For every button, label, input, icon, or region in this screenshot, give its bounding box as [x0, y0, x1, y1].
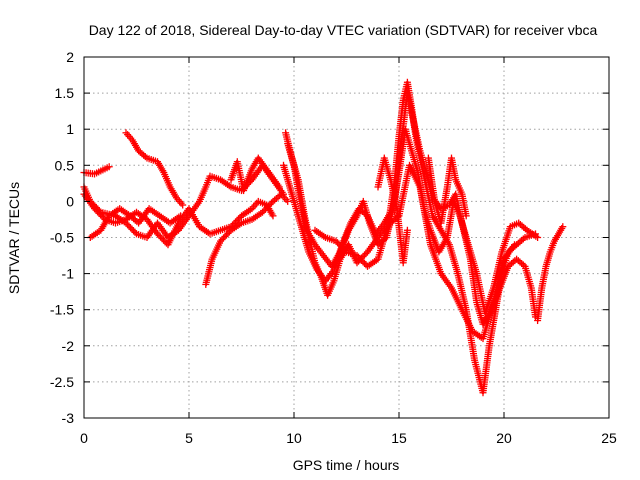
data-point — [157, 233, 164, 241]
data-point — [125, 222, 133, 230]
data-point — [356, 255, 364, 263]
data-point — [94, 208, 101, 216]
data-point — [353, 259, 361, 267]
data-point — [155, 231, 163, 239]
y-tick-label: 0 — [66, 193, 74, 209]
data-point — [130, 227, 137, 235]
y-tick-label: 1 — [66, 121, 74, 137]
y-tick-labels: 2 1.5 1 0.5 0 -0.5 -1 -1.5 -2 -2.5 -3 — [50, 49, 74, 426]
data-point — [353, 252, 361, 260]
data-point — [519, 235, 527, 243]
data-point — [275, 183, 283, 191]
y-tick-label: 0.5 — [55, 157, 75, 173]
data-point — [127, 224, 134, 232]
data-point — [341, 246, 349, 254]
data-point — [259, 208, 266, 216]
data-point — [233, 216, 241, 224]
data-point — [338, 243, 346, 251]
data-point — [265, 202, 272, 210]
data-point — [284, 197, 292, 205]
data-point — [128, 225, 136, 233]
axis-ticks — [83, 56, 610, 419]
y-axis-label: SDTVAR / TECUs — [6, 182, 22, 294]
data-point — [559, 223, 567, 231]
data-point — [235, 215, 242, 223]
x-axis-label: GPS time / hours — [293, 457, 400, 473]
data-point — [105, 163, 113, 171]
y-tick-label: -2 — [62, 338, 75, 354]
data-point — [100, 214, 107, 222]
x-tick-label: 10 — [286, 430, 302, 446]
data-point — [355, 253, 362, 261]
data-point — [340, 245, 347, 253]
data-point — [179, 201, 187, 209]
data-points — [80, 78, 567, 397]
data-point — [91, 205, 98, 213]
data-point — [221, 232, 229, 240]
x-tick-label: 25 — [601, 430, 617, 446]
data-point — [154, 230, 161, 238]
data-point — [97, 211, 104, 219]
data-point — [92, 206, 100, 214]
data-point — [332, 237, 340, 245]
y-tick-label: -1.5 — [50, 302, 74, 318]
y-tick-label: -2.5 — [50, 374, 74, 390]
data-point — [224, 229, 232, 237]
y-tick-label: 1.5 — [55, 85, 75, 101]
x-tick-label: 15 — [391, 430, 407, 446]
y-tick-label: 2 — [66, 49, 74, 65]
data-point — [158, 235, 166, 243]
data-point — [161, 238, 169, 246]
data-point — [218, 236, 226, 244]
x-tick-label: 5 — [185, 430, 193, 446]
data-point — [263, 204, 271, 212]
data-point — [268, 199, 275, 207]
data-point — [220, 234, 227, 242]
data-point — [358, 256, 365, 264]
y-tick-label: -0.5 — [50, 230, 74, 246]
data-point — [334, 239, 341, 247]
data-point — [98, 212, 106, 220]
data-point — [124, 221, 131, 229]
data-point — [223, 231, 230, 239]
x-tick-label: 0 — [80, 430, 88, 446]
x-tick-label: 20 — [496, 430, 512, 446]
data-point — [260, 207, 268, 215]
data-point — [403, 226, 411, 234]
data-point — [337, 242, 344, 250]
data-point — [519, 261, 527, 269]
data-point — [95, 209, 103, 217]
data-point — [269, 212, 277, 220]
data-point — [217, 237, 224, 245]
data-point — [511, 241, 518, 249]
data-point — [262, 205, 269, 213]
x-tick-labels: 0 5 10 15 20 25 — [80, 430, 617, 446]
data-point — [359, 258, 367, 266]
data-point — [141, 153, 149, 161]
data-point — [534, 234, 542, 241]
data-point — [361, 259, 368, 267]
data-point — [462, 212, 470, 220]
data-point — [131, 228, 139, 236]
data-point — [266, 200, 274, 208]
data-point — [361, 251, 368, 259]
data-point — [160, 236, 167, 244]
y-tick-label: -3 — [62, 410, 75, 426]
y-tick-label: -1 — [62, 266, 75, 282]
data-point — [335, 240, 343, 248]
chart-title: Day 122 of 2018, Sidereal Day-to-day VTE… — [89, 22, 598, 38]
